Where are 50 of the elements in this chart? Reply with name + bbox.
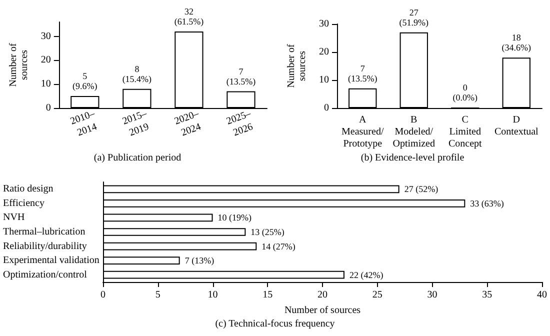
x-axis-title: Number of sources [284,304,361,316]
data-label: 22 (42%) [349,270,384,280]
data-label: 14 (27%) [262,241,296,252]
x-tick-label: 2015– 2019 [121,108,150,139]
data-label: 27 (51.9%) [399,7,428,28]
y-tick-label: 30 [40,30,51,42]
y-tick-label: Ratio design [3,184,54,195]
x-tick-label: 15 [262,290,273,300]
y-tick-label: 20 [319,46,329,58]
y-tick-label: 20 [40,54,51,66]
x-tick-label: A Measured/ Prototype [342,114,384,150]
data-label: 33 (63%) [470,198,504,208]
data-label: 32 (61.5%) [174,6,204,27]
y-tick-label: 10 [40,78,51,90]
data-label: 18 (34.6%) [502,32,531,53]
x-tick-label: 10 [208,290,218,300]
y-tick-label: Optimization/control [3,269,88,280]
x-tick-label: D Contextual [494,114,539,138]
data-label: 5 (9.6%) [72,71,98,92]
x-tick-label: 35 [482,290,492,300]
x-tick-label: 2010– 2014 [69,108,98,139]
data-label: 10 (19%) [218,212,252,223]
x-tick-label: C Limited Concept [448,114,482,150]
x-tick-label: B Modeled/ Optimized [392,114,435,150]
text: (a) Publication period [94,152,182,164]
x-tick-label: 2020– 2024 [173,108,202,139]
data-label: 27 (52%) [404,184,438,194]
x-tick-label: 0 [100,290,106,300]
x-tick-label: 2025– 2026 [225,108,254,139]
text: (c) Technical-focus frequency [215,318,335,330]
x-tick-label: 5 [155,290,160,300]
x-tick-label: 25 [372,290,382,300]
data-label: 7 (13.5%) [348,63,378,84]
y-tick-label: 10 [319,74,329,86]
y-axis-title: Number of sources [8,42,30,87]
data-label: 8 (15.4%) [122,64,152,84]
data-label: 0 (0.0%) [452,82,478,102]
data-label: 7 (13.5%) [226,66,256,86]
x-tick-label: 30 [427,290,438,300]
y-tick-label: Efficiency [3,198,44,209]
y-tick-label: Reliability/durability [3,240,87,252]
text: (b) Evidence-level profile [360,152,465,164]
y-tick-label: Experimental validation [3,255,100,266]
y-tick-label: 30 [319,18,329,30]
y-axis-title: Number of sources [286,44,308,88]
data-label: 13 (25%) [250,227,284,237]
y-tick-label: Thermal–lubrication [3,226,86,238]
data-label: 7 (13%) [184,256,214,266]
y-tick-label: NVH [3,212,25,224]
x-tick-label: 40 [537,290,547,300]
